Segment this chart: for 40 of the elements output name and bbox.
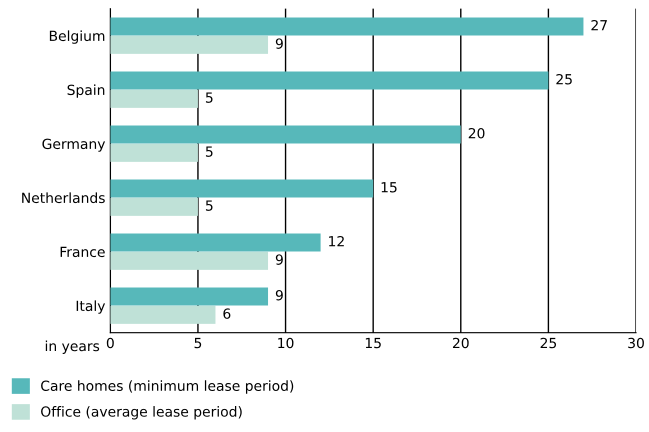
legend-label: Office (average lease period) — [41, 406, 242, 420]
x-tick-label: 10 — [278, 338, 294, 348]
data-label: 9 — [276, 38, 283, 49]
data-label: 5 — [206, 200, 213, 211]
bar — [110, 252, 268, 270]
y-tick-label: Italy — [76, 300, 106, 314]
bar — [110, 198, 198, 216]
x-axis-title: in years — [46, 340, 100, 354]
bar — [110, 179, 374, 198]
y-tick-label: Germany — [42, 138, 106, 152]
y-tick-label: France — [60, 246, 105, 258]
y-tick-label: Spain — [68, 84, 104, 98]
data-label: 27 — [591, 20, 607, 30]
y-tick-label: Netherlands — [22, 192, 105, 204]
data-label: 5 — [206, 92, 213, 103]
x-tick-label: 0 — [106, 338, 114, 348]
bar — [110, 17, 584, 36]
x-tick-label: 5 — [194, 338, 202, 348]
data-label: 6 — [223, 308, 230, 319]
data-label: 12 — [329, 236, 344, 246]
y-tick-label: Belgium — [50, 30, 104, 44]
data-label: 9 — [276, 254, 283, 265]
data-label: 9 — [276, 290, 283, 300]
x-tick-label: 30 — [628, 338, 644, 348]
x-tick-label: 20 — [452, 338, 469, 348]
bar — [110, 144, 198, 162]
data-label: 5 — [206, 146, 213, 157]
bar — [110, 36, 268, 54]
bar — [110, 233, 321, 252]
bar — [110, 71, 548, 90]
bar — [110, 306, 216, 324]
bar — [110, 125, 461, 144]
data-label: 15 — [382, 182, 397, 192]
data-label: 25 — [556, 74, 572, 84]
bar — [110, 287, 268, 306]
data-label: 20 — [468, 128, 484, 138]
bar — [110, 90, 198, 108]
x-tick-label: 25 — [540, 338, 556, 348]
legend-label: Care homes (minimum lease period) — [41, 380, 294, 394]
x-tick-label: 15 — [366, 338, 381, 348]
